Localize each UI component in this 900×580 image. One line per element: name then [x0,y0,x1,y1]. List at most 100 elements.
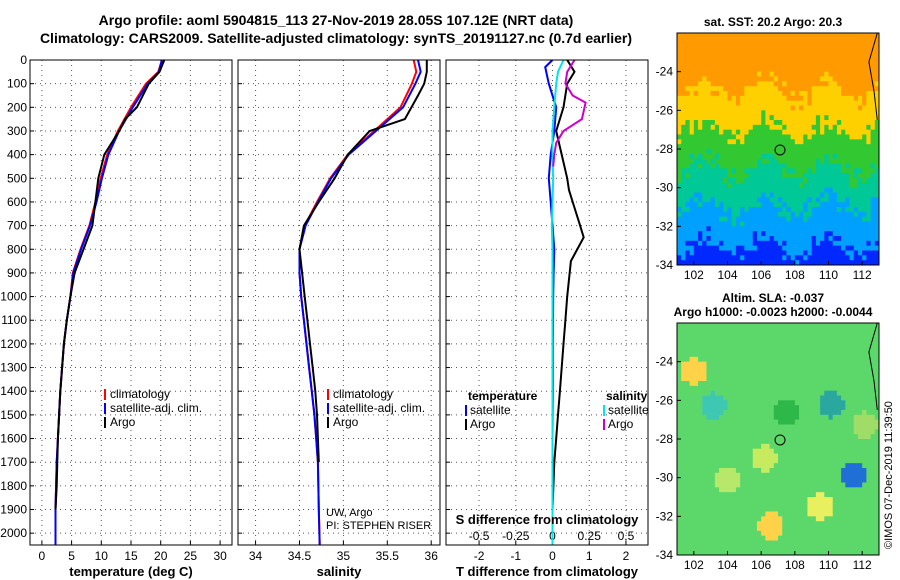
sst-cell [794,182,800,189]
sla-cell [706,361,712,367]
sst-cell [782,245,787,251]
sla-cell [714,405,720,411]
sst-cell [799,149,804,155]
sst-cell [786,250,792,256]
sla-cell [761,516,766,522]
sla-cell [756,347,762,353]
sla-cell [815,323,821,329]
sla-cell [723,429,728,435]
sla-cell [811,381,817,387]
sst-cell [710,226,716,232]
sst-cell [786,47,792,53]
sla-cell [756,540,762,546]
sla-cell [828,400,834,406]
sst-cell [735,187,741,193]
sla-cell [815,550,821,556]
sst-cell [778,202,783,208]
sst-cell [786,236,792,242]
temperature-axis-label: temperature (deg C) [69,564,193,579]
sla-cell [761,550,766,556]
sst-cell [702,231,707,237]
sla-cell [744,463,749,469]
sla-cell [811,405,817,411]
sst-cell [735,57,741,63]
sla-cell [719,530,724,537]
sst-cell [723,100,728,106]
sla-cell [689,521,695,527]
sla-cell [681,530,686,537]
sst-cell [778,187,783,193]
sla-cell [723,424,728,430]
sst-cell [681,71,686,77]
sla-cell [811,429,817,435]
sla-cell [761,545,766,551]
sla-cell [735,545,741,551]
sst-cell [765,100,770,106]
sla-cell [811,463,817,469]
sst-cell [845,86,850,92]
sst-cell [874,197,880,203]
sst-cell [849,95,855,102]
sla-cell [799,429,804,435]
sst-cell [735,66,741,73]
sla-cell [744,385,749,392]
sla-cell [786,521,792,527]
sla-cell [677,356,682,363]
sst-cell [799,42,804,48]
sst-cell [756,86,762,92]
sla-cell [765,448,770,454]
sst-cell [752,178,758,184]
sst-cell [689,71,695,77]
sst-cell [799,100,804,106]
sla-cell [740,516,745,522]
sla-cell [689,332,695,338]
sla-cell [853,468,859,474]
sla-cell [786,366,792,372]
map-lat-label: -26 [656,103,674,117]
sla-cell [815,506,821,512]
sst-cell [857,115,863,121]
sst-cell [719,139,724,145]
sst-cell [748,57,754,63]
sla-cell [740,497,745,503]
sst-cell [765,76,770,82]
sla-cell [803,376,808,382]
sst-cell [786,105,792,111]
sla-cell [828,530,834,537]
sla-cell [744,448,749,454]
sla-cell [828,497,834,503]
sla-cell [841,516,846,522]
sst-cell [807,95,813,102]
sla-cell [761,477,766,483]
sst-cell [702,52,707,58]
sla-cell [832,497,838,503]
sst-cell [807,71,813,77]
sla-cell [698,472,703,479]
sst-cell [689,124,695,131]
sla-cell [845,540,850,546]
sst-cell [748,71,754,77]
sst-cell [778,207,783,213]
sst-cell [799,173,804,179]
sla-cell [832,448,838,454]
sst-cell [794,139,800,145]
sst-cell [706,173,712,179]
sla-cell [693,390,699,396]
sst-cell [761,240,766,247]
sla-cell [841,342,846,348]
sst-cell [744,173,749,179]
sla-cell [761,434,766,440]
sst-cell [811,76,817,82]
sla-cell [710,443,716,450]
sst-cell [857,197,863,203]
sst-cell [765,57,770,63]
sst-cell [790,197,796,203]
sla-cell [857,521,863,527]
sst-cell [727,115,733,121]
sst-cell [870,71,876,77]
sla-cell [862,521,867,527]
sst-cell [765,124,770,131]
sst-cell [807,192,813,198]
sla-cell [719,487,724,493]
sst-cell [836,250,842,256]
